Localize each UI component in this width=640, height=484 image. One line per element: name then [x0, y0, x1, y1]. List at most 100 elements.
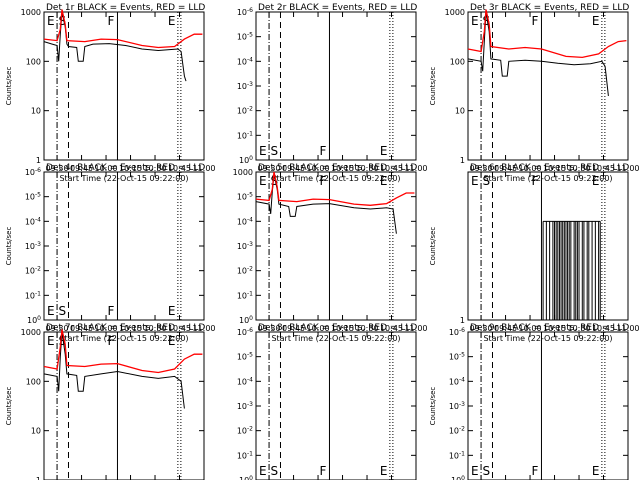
marker-label-f: F [531, 174, 538, 188]
plot-frame [467, 11, 629, 161]
marker-label-s: S [270, 144, 278, 158]
y-tick-label: 10-3 [237, 241, 253, 251]
y-axis-label: Counts/sec [429, 387, 437, 426]
y-tick-label: 10-4 [449, 376, 465, 386]
series-lld [43, 329, 203, 374]
marker-label-s: S [270, 464, 278, 478]
panel-title: Det 9r BLACK = Events, RED = LLD [470, 323, 629, 333]
marker-label-e: E [47, 14, 55, 28]
panel-title: Det 4r BLACK = Events, RED = LLD [46, 163, 205, 173]
x-tick-label: 10:30 [567, 164, 590, 173]
y-axis-label: Counts/sec [5, 227, 13, 266]
panel-title: Det 8r BLACK = Events, RED = LLD [258, 323, 417, 333]
x-tick-label: 10:45 [380, 164, 403, 173]
x-tick-label: 10:15 [119, 324, 142, 333]
y-tick-label: 1000 [21, 328, 41, 337]
y-tick-label: 1 [460, 156, 465, 165]
series-events [43, 11, 187, 82]
marker-label-e: E [168, 14, 176, 28]
y-tick-label: 100 [239, 155, 253, 165]
y-tick-label: 10-3 [237, 81, 253, 91]
y-tick-label: 10-2 [237, 266, 253, 276]
marker-label-f: F [107, 304, 114, 318]
y-tick-label: 10-6 [237, 327, 253, 337]
panel-det-2r: Det 2r BLACK = Events, RED = LLD 100 10-1 1… [237, 3, 428, 183]
x-tick-label: 11:00 [404, 164, 427, 173]
y-axis-label: Counts/sec [5, 387, 13, 426]
x-axis-label: Start Time (22-Oct-15 09:22:00) [271, 334, 400, 343]
y-tick-label: 10-4 [237, 56, 253, 66]
y-tick-label: 100 [451, 475, 465, 480]
y-tick-label: 100 [27, 315, 41, 325]
y-tick-label: 10-5 [25, 192, 41, 202]
x-tick-label: 10:00 [307, 164, 330, 173]
plot-frame [467, 171, 629, 321]
x-axis-label: Start Time (22-Oct-15 09:22:00) [271, 174, 400, 183]
y-tick-label: 100 [26, 57, 41, 66]
x-tick-label: 09:30 [258, 164, 281, 173]
y-tick-label: 10-5 [237, 352, 253, 362]
x-axis-label: Start Time (22-Oct-15 09:22:00) [59, 334, 188, 343]
plot-frame [43, 11, 205, 161]
x-tick-label: 10:15 [331, 324, 354, 333]
y-tick-label: 10 [455, 107, 465, 116]
marker-label-e: E [592, 14, 600, 28]
x-axis-label: Start Time (22-Oct-15 09:22:00) [483, 334, 612, 343]
x-tick-label: 09:30 [258, 324, 281, 333]
y-tick-label: 10-4 [25, 216, 41, 226]
y-tick-label: 10-5 [237, 192, 253, 202]
panel-det-7r: Det 7r BLACK = Events, RED = LLD Counts/s… [5, 323, 205, 484]
x-tick-label: 09:45 [282, 164, 305, 173]
x-tick-label: 09:45 [494, 164, 517, 173]
x-tick-label: 09:30 [46, 164, 69, 173]
x-tick-label: 10:30 [143, 324, 166, 333]
marker-label-s: S [482, 14, 490, 28]
marker-label-f: F [107, 14, 114, 28]
y-tick-label: 1 [36, 476, 41, 480]
x-tick-label: 09:30 [470, 164, 493, 173]
marker-label-e: E [592, 464, 600, 478]
y-tick-label: 10-4 [237, 376, 253, 386]
marker-label-s: S [270, 174, 278, 188]
panel-title: Det 5r BLACK = Events, RED = LLD [258, 163, 417, 173]
marker-label-f: F [531, 464, 538, 478]
marker-label-f: F [107, 334, 114, 348]
x-tick-label: 11:00 [404, 324, 427, 333]
y-tick-label: 10-6 [25, 167, 41, 177]
marker-label-f: F [531, 14, 538, 28]
marker-label-e: E [168, 304, 176, 318]
x-tick-label: 09:45 [282, 324, 305, 333]
x-tick-label: 10:45 [380, 324, 403, 333]
x-axis-label: Start Time (22-Oct-15 09:22:00) [483, 174, 612, 183]
y-tick-label: 10-5 [237, 32, 253, 42]
panel-det-4r: Det 4r BLACK = Events, RED = LLD Counts/s… [5, 163, 216, 343]
x-tick-label: 11:00 [616, 324, 639, 333]
y-tick-label: 10-1 [237, 450, 253, 460]
x-tick-label: 10:00 [95, 324, 118, 333]
panel-det-3r: Det 3r BLACK = Events, RED = LLD Counts/s… [429, 3, 640, 183]
y-tick-label: 10-1 [237, 290, 253, 300]
y-tick-label: 1 [460, 316, 465, 325]
y-tick-label: 10 [31, 427, 41, 436]
y-tick-label: 10-6 [449, 327, 465, 337]
y-tick-label: 100 [26, 377, 41, 386]
y-tick-label: 10-4 [237, 216, 253, 226]
marker-label-s: S [58, 14, 66, 28]
x-tick-label: 10:00 [519, 324, 542, 333]
x-tick-label: 10:45 [592, 164, 615, 173]
y-tick-label: 10-1 [25, 290, 41, 300]
y-axis-label: Counts/sec [5, 67, 13, 106]
marker-label-e: E [380, 464, 388, 478]
series-events [467, 11, 609, 96]
marker-label-e: E [168, 334, 176, 348]
panel-title: Det 2r BLACK = Events, RED = LLD [258, 3, 417, 13]
x-tick-label: 10:00 [307, 324, 330, 333]
x-tick-label: 10:30 [355, 324, 378, 333]
series-events [43, 331, 185, 409]
y-tick-label: 10-1 [449, 450, 465, 460]
y-tick-label: 1000 [233, 168, 253, 177]
marker-label-e: E [259, 144, 267, 158]
x-tick-label: 11:00 [616, 164, 639, 173]
marker-label-s: S [58, 334, 66, 348]
